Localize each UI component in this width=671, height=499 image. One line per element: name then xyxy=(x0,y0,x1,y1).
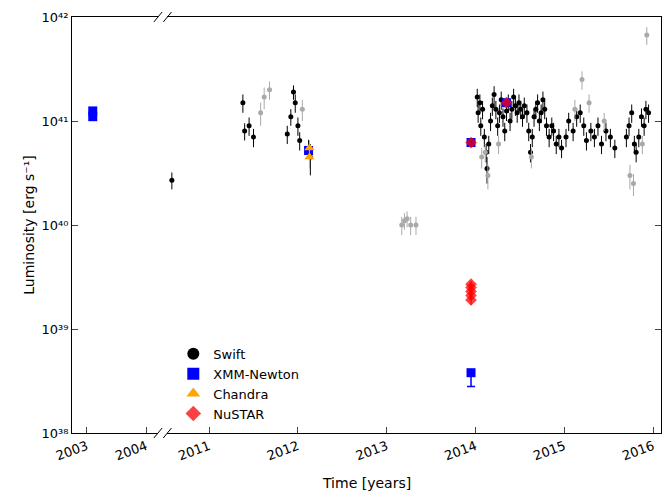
svg-text:10⁴²: 10⁴² xyxy=(41,10,68,25)
svg-text:Luminosity [erg s⁻¹]: Luminosity [erg s⁻¹] xyxy=(21,155,37,294)
svg-text:2012: 2012 xyxy=(265,438,301,463)
svg-text:10⁴⁰: 10⁴⁰ xyxy=(41,218,68,233)
svg-text:2015: 2015 xyxy=(531,438,567,463)
svg-text:XMM-Newton: XMM-Newton xyxy=(213,367,299,382)
svg-text:2003: 2003 xyxy=(54,438,90,463)
svg-text:2014: 2014 xyxy=(442,438,478,463)
svg-text:Time [years]: Time [years] xyxy=(322,475,411,491)
svg-text:10⁴¹: 10⁴¹ xyxy=(41,114,68,129)
svg-text:2011: 2011 xyxy=(176,438,212,463)
svg-text:10³⁹: 10³⁹ xyxy=(41,322,68,337)
svg-text:2016: 2016 xyxy=(620,438,656,463)
svg-text:NuSTAR: NuSTAR xyxy=(213,407,264,422)
svg-text:Swift: Swift xyxy=(213,347,245,362)
svg-text:10³⁸: 10³⁸ xyxy=(41,426,68,441)
svg-text:2013: 2013 xyxy=(354,438,390,463)
svg-text:2004: 2004 xyxy=(113,438,149,463)
svg-text:Chandra: Chandra xyxy=(213,387,268,402)
